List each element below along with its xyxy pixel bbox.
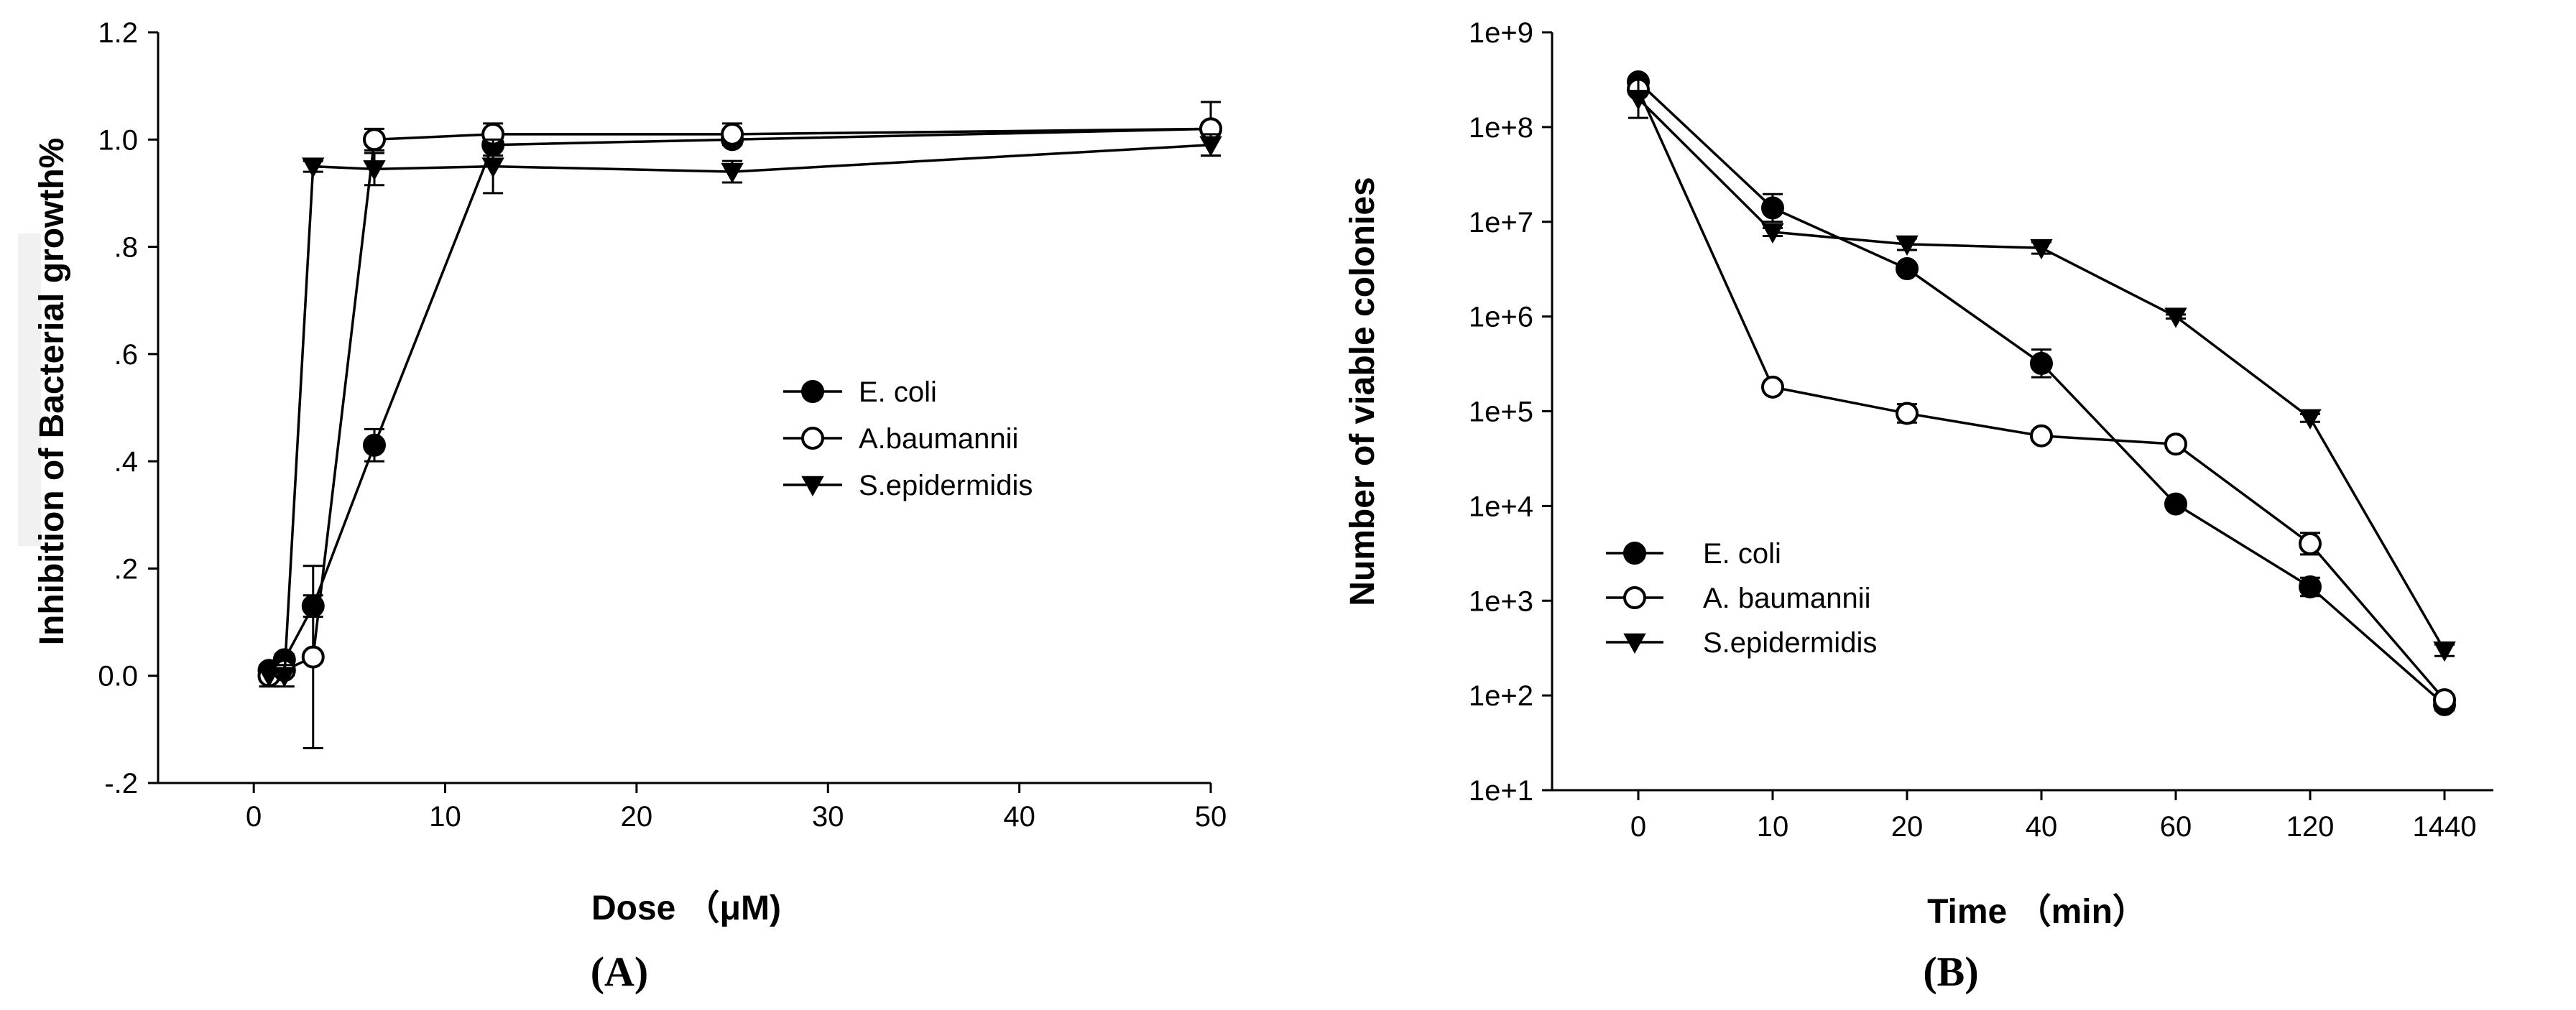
panel-b-chart: 0 10 20 40 60 120 1440 1e+1 1e+2 1e+3 1e+4 1e+5 1e+6… bbox=[1344, 17, 2493, 995]
panel-b-x-tick-label: 10 bbox=[1757, 811, 1789, 843]
panel-b-y-tick-label: 1e+6 bbox=[1469, 302, 1533, 333]
series-a-baumannii bbox=[257, 117, 1222, 749]
panel-b-y-tick-label: 1e+3 bbox=[1469, 585, 1533, 617]
panel-b-y-tick-label: 1e+9 bbox=[1469, 17, 1533, 49]
data-point-s-epidermidis bbox=[2299, 409, 2322, 430]
data-point-s-epidermidis bbox=[721, 162, 744, 184]
series-line-e-coli bbox=[268, 127, 1211, 672]
data-point-e-coli bbox=[2030, 351, 2053, 375]
data-point-s-epidermidis bbox=[481, 157, 504, 178]
panel-a-y-tick-label: .8 bbox=[114, 232, 138, 264]
ylabel-background-shade bbox=[18, 233, 41, 546]
panel-a-y-tick-label: .4 bbox=[114, 446, 138, 478]
panel-b-label: (B) bbox=[1923, 948, 1978, 995]
data-point-e-coli bbox=[362, 433, 386, 457]
data-point-s-epidermidis bbox=[2030, 238, 2053, 260]
panel-a-y-tick-label: .6 bbox=[114, 339, 138, 371]
panel-b-x-tick-label: 60 bbox=[2160, 811, 2192, 843]
legend-label-e-coli: E. coli bbox=[1703, 538, 1781, 570]
data-point-a-baumannii bbox=[2164, 432, 2187, 456]
panel-a-legend: E. coli A.baumannii S.epidermidis bbox=[783, 376, 1033, 501]
data-point-a-baumannii bbox=[362, 128, 386, 152]
legend-label-a-baumannii: A. baumannii bbox=[1703, 583, 1870, 614]
series-s-epidermidis bbox=[257, 133, 1222, 688]
legend-marker-a-baumannii bbox=[1623, 586, 1646, 609]
data-point-a-baumannii bbox=[1761, 375, 1784, 399]
data-point-s-epidermidis bbox=[257, 667, 281, 687]
panel-b-y-axis-label: Number of viable colonies bbox=[1344, 177, 1382, 606]
panel-b-x-tick-label: 20 bbox=[1891, 811, 1924, 843]
panel-a-x-axis-label: Dose （μM) bbox=[591, 889, 781, 927]
panel-a-x-tick-label: 0 bbox=[246, 801, 262, 833]
panel-a-chart: 0 10 20 30 40 50 -.2 0.0 .2 .4 .6 .8 1.0 1.2 E. coli A… bbox=[18, 17, 1227, 995]
panel-b-y-tick-label: 1e+8 bbox=[1469, 112, 1533, 144]
panel-b-y-tick-label: 1e+2 bbox=[1469, 680, 1533, 712]
data-point-s-epidermidis bbox=[1199, 136, 1222, 157]
series-e-coli bbox=[1627, 70, 2456, 716]
panel-b-x-axis-label: Time （min） bbox=[1927, 893, 2147, 931]
panel-b-x-tick-label: 120 bbox=[2286, 811, 2335, 843]
panel-a-x-tick-label: 30 bbox=[812, 801, 844, 833]
data-point-s-epidermidis bbox=[1627, 89, 1650, 111]
data-point-s-epidermidis bbox=[2433, 641, 2456, 662]
data-point-s-epidermidis bbox=[1896, 235, 1919, 256]
data-point-a-baumannii bbox=[2299, 532, 2322, 555]
panel-a-x-tick-label: 10 bbox=[429, 801, 461, 833]
panel-a-y-tick-label: 0.0 bbox=[98, 661, 138, 692]
panel-a-y-axis-label: Inhibition of Bacterial growth% bbox=[33, 138, 71, 646]
data-point-a-baumannii bbox=[721, 122, 744, 146]
panel-a-y-tick-label: 1.2 bbox=[98, 17, 138, 49]
panel-b-x-tick-label: 1440 bbox=[2413, 811, 2477, 843]
panel-b-y-tick-label: 1e+1 bbox=[1469, 775, 1533, 807]
series-s-epidermidis bbox=[1627, 78, 2456, 662]
panel-b-x-tick-label: 0 bbox=[1630, 811, 1646, 843]
legend-marker-e-coli bbox=[1623, 542, 1646, 565]
panel-a-x-tick-label: 50 bbox=[1195, 801, 1227, 833]
panel-a-x-tick-label: 20 bbox=[621, 801, 653, 833]
series-line-s-epidermidis bbox=[269, 144, 1211, 677]
data-point-e-coli bbox=[1761, 196, 1784, 220]
panel-b-y-tick-label: 1e+5 bbox=[1469, 397, 1533, 428]
panel-a-x-tick-label: 40 bbox=[1003, 801, 1035, 833]
data-point-s-epidermidis bbox=[2164, 307, 2187, 328]
data-point-a-baumannii bbox=[2433, 688, 2456, 712]
series-e-coli bbox=[257, 101, 1222, 682]
panel-a-y-tick-label: .2 bbox=[114, 553, 138, 585]
data-point-s-epidermidis bbox=[1761, 223, 1784, 244]
panel-b-legend: E. coli A. baumannii S.epidermidis bbox=[1606, 538, 1877, 659]
legend-marker-s-epidermidis bbox=[1623, 633, 1646, 654]
panel-b-x-tick-label: 40 bbox=[2026, 811, 2058, 843]
data-point-e-coli bbox=[1896, 257, 1919, 281]
data-point-a-baumannii bbox=[2030, 424, 2053, 448]
data-point-a-baumannii bbox=[1896, 402, 1919, 425]
data-point-a-baumannii bbox=[301, 645, 325, 669]
legend-marker-s-epidermidis bbox=[801, 476, 824, 497]
legend-label-a-baumannii: A.baumannii bbox=[859, 423, 1018, 455]
panel-b-y-tick-label: 1e+7 bbox=[1469, 207, 1533, 238]
series-line-a-baumannii bbox=[268, 127, 1211, 677]
series-a-baumannii bbox=[1627, 78, 2456, 712]
panel-a-y-tick-label: 1.0 bbox=[98, 124, 138, 156]
data-point-s-epidermidis bbox=[363, 160, 386, 181]
data-point-e-coli bbox=[2299, 575, 2322, 598]
panel-a-y-tick-label: -.2 bbox=[104, 768, 138, 800]
legend-label-s-epidermidis: S.epidermidis bbox=[859, 470, 1033, 501]
panel-b-y-tick-label: 1e+4 bbox=[1469, 491, 1533, 522]
panel-a-label: (A) bbox=[591, 948, 649, 995]
data-point-s-epidermidis bbox=[302, 157, 325, 178]
legend-label-s-epidermidis: S.epidermidis bbox=[1703, 627, 1877, 659]
legend-label-e-coli: E. coli bbox=[859, 376, 937, 408]
data-point-s-epidermidis bbox=[273, 667, 296, 687]
legend-marker-e-coli bbox=[801, 380, 824, 403]
data-point-e-coli bbox=[2164, 492, 2187, 516]
legend-marker-a-baumannii bbox=[801, 427, 824, 450]
